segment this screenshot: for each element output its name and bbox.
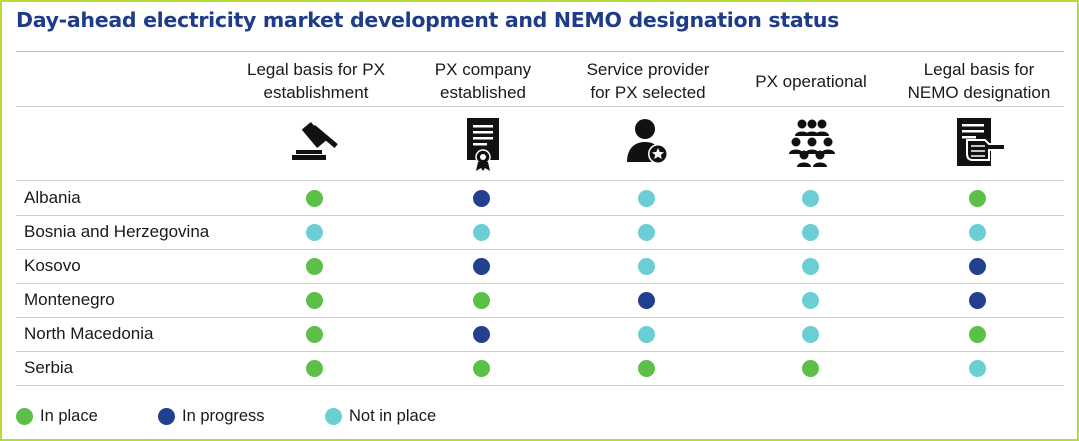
status-dot-in-place	[472, 291, 490, 309]
status-dot-not-in-place	[968, 223, 986, 241]
user-star-icon	[618, 116, 678, 172]
status-dot-not-in-place	[472, 223, 490, 241]
column-header-line: for PX selected	[590, 83, 706, 102]
status-dot-in-progress	[637, 291, 655, 309]
row-divider	[16, 215, 1064, 216]
status-dot-in-place	[305, 325, 323, 343]
status-dot-in-place	[472, 359, 490, 377]
legend-not-in-place: Not in place	[325, 406, 436, 426]
document-hand-icon	[949, 116, 1009, 172]
status-dot-not-in-place	[801, 325, 819, 343]
status-dot-in-progress	[968, 291, 986, 309]
legend-in-place: In place	[16, 406, 98, 426]
column-header-line: Service provider	[586, 60, 710, 79]
status-dot-not-in-place	[801, 189, 819, 207]
status-dot-not-in-place	[801, 291, 819, 309]
legend-label: In progress	[182, 406, 265, 425]
row-divider	[16, 249, 1064, 250]
column-header-line: PX company	[434, 60, 532, 79]
status-dot-in-place	[305, 291, 323, 309]
status-dot-in-place	[968, 189, 986, 207]
status-dot-in-progress	[968, 257, 986, 275]
status-dot-not-in-place	[801, 257, 819, 275]
header-mid-rule	[16, 106, 1064, 107]
column-header-line: Legal basis for	[923, 60, 1035, 79]
row-divider	[16, 317, 1064, 318]
header-top-rule	[16, 51, 1064, 52]
status-dot-in-place	[801, 359, 819, 377]
column-header-line: established	[439, 83, 526, 102]
status-dot-not-in-place	[968, 359, 986, 377]
status-dot-not-in-place	[637, 257, 655, 275]
status-dot-in-place	[305, 257, 323, 275]
legend-swatch-in-place	[16, 407, 33, 425]
column-header-nemo-designation: Legal basis for NEMO designation	[894, 58, 1064, 104]
column-header-service-provider: Service provider for PX selected	[563, 58, 733, 104]
status-dot-not-in-place	[305, 223, 323, 241]
column-header-px-company: PX company established	[398, 58, 568, 104]
row-country-label: Bosnia and Herzegovina	[24, 222, 210, 241]
column-header-legal-basis-px: Legal basis for PX establishment	[231, 58, 401, 104]
column-header-px-operational: PX operational	[726, 70, 896, 93]
row-country-label: North Macedonia	[24, 324, 154, 343]
status-dot-in-progress	[472, 257, 490, 275]
legend-swatch-in-progress	[158, 407, 175, 425]
status-dot-not-in-place	[801, 223, 819, 241]
certificate-icon	[453, 116, 513, 172]
status-dot-in-progress	[472, 189, 490, 207]
status-dot-not-in-place	[637, 189, 655, 207]
legend-label: Not in place	[349, 406, 437, 425]
header-bottom-rule	[16, 180, 1064, 181]
status-dot-in-place	[305, 359, 323, 377]
column-header-line: Legal basis for PX	[247, 60, 385, 79]
column-header-line: PX operational	[755, 72, 867, 91]
row-country-label: Serbia	[24, 358, 74, 377]
column-header-line: establishment	[263, 83, 369, 102]
legend-in-progress: In progress	[158, 406, 265, 426]
status-dot-in-place	[637, 359, 655, 377]
legend-label: In place	[40, 406, 98, 425]
row-country-label: Kosovo	[24, 256, 81, 275]
row-divider	[16, 385, 1064, 386]
legend-swatch-not-in-place	[325, 407, 342, 425]
row-divider	[16, 351, 1064, 352]
status-dot-in-place	[305, 189, 323, 207]
group-icon	[782, 116, 842, 172]
figure-title: Day-ahead electricity market development…	[16, 8, 840, 32]
row-country-label: Montenegro	[24, 290, 115, 309]
gavel-icon	[286, 116, 346, 172]
row-country-label: Albania	[24, 188, 81, 207]
status-dot-not-in-place	[637, 325, 655, 343]
status-dot-not-in-place	[637, 223, 655, 241]
column-header-line: NEMO designation	[907, 83, 1051, 102]
status-dot-in-place	[968, 325, 986, 343]
row-divider	[16, 283, 1064, 284]
status-dot-in-progress	[472, 325, 490, 343]
